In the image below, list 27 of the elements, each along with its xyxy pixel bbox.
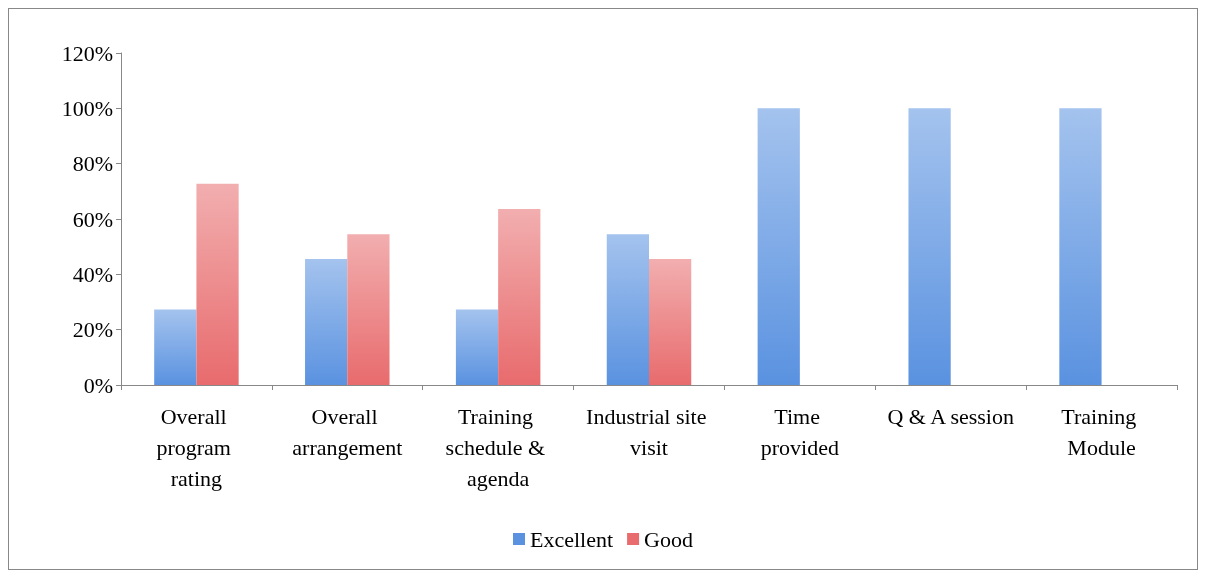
x-tick-label: Q & A session	[887, 404, 1014, 429]
legend-label: Excellent	[530, 526, 614, 552]
x-tick-label: Industrial site visit	[586, 404, 712, 460]
bar	[1059, 108, 1102, 385]
y-tick-label: 100%	[61, 95, 113, 121]
legend-label: Good	[644, 526, 693, 552]
y-tick-label: 40%	[72, 261, 113, 287]
x-tick-label: Time provided	[760, 404, 839, 460]
x-tick-label: Training Module	[1061, 404, 1142, 460]
bar	[757, 108, 800, 385]
x-tick-label: Training schedule & agenda	[445, 404, 551, 491]
bar	[347, 234, 390, 385]
bar	[908, 108, 951, 385]
y-tick-label: 0%	[83, 372, 113, 398]
y-tick-label: 20%	[72, 317, 113, 343]
x-tick-label: Overall program rating	[156, 404, 237, 491]
bar	[649, 259, 692, 385]
bar	[305, 259, 348, 385]
x-tick-label: Overall arrangement	[292, 404, 403, 460]
bar	[606, 234, 649, 385]
bar	[498, 209, 541, 385]
bar	[196, 183, 239, 385]
y-tick-label: 80%	[72, 151, 113, 177]
y-tick-label: 120%	[61, 40, 113, 66]
y-tick-label: 60%	[72, 206, 113, 232]
bar	[154, 309, 197, 385]
bar	[455, 309, 499, 385]
